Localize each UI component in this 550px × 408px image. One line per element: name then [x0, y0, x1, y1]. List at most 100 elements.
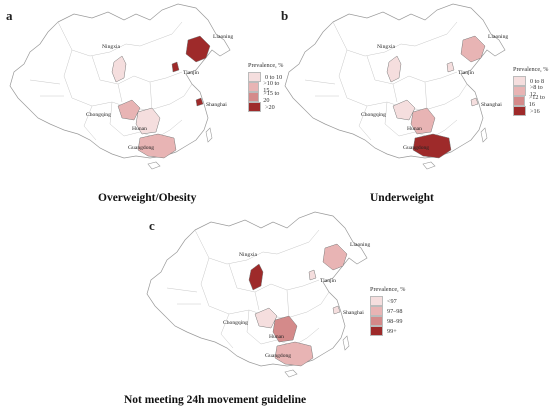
- legend-swatch-b-4: [513, 106, 526, 116]
- legend-title-b: Prevalence, %: [513, 66, 549, 73]
- taiwan-outline: [342, 335, 350, 351]
- hainan-outline: [284, 369, 298, 378]
- province-liaoning: [322, 243, 348, 271]
- china-outline: [9, 3, 231, 159]
- province-shanghai: [470, 97, 479, 107]
- province-label-tianjin: Tianjin: [183, 70, 199, 76]
- panel-label-b: b: [281, 8, 289, 23]
- province-label-guangdong: Guangdong: [128, 145, 154, 151]
- province-label-hunan: Hunan: [269, 334, 284, 340]
- legend-swatch-b-1: [513, 76, 526, 86]
- province-label-tianjin: Tianjin: [458, 70, 474, 76]
- province-border-2: [366, 55, 458, 85]
- legend-swatch-c-1: [370, 296, 383, 306]
- legend-label-c-4: 99+: [387, 327, 397, 335]
- province-label-ningxia: Ningxia: [377, 44, 396, 50]
- province-label-guangdong: Guangdong: [403, 145, 429, 151]
- panel-a: Liaoning Tianjin Ningxia Shanghai Chongqing H…: [0, 0, 283, 210]
- province-label-chongqing: Chongqing: [223, 320, 248, 326]
- province-ningxia: [248, 263, 264, 291]
- province-border-4: [246, 309, 320, 347]
- province-chongqing: [254, 307, 278, 329]
- map-a: Liaoning Tianjin Ningxia Shanghai Chongqing H…: [9, 3, 233, 170]
- china-outline: [284, 3, 506, 159]
- legend-swatch-a-2: [248, 82, 260, 92]
- legend-c: Prevalence, % <97 97–98 98–99 99+: [370, 286, 405, 336]
- legend-swatch-c-3: [370, 316, 383, 326]
- province-tianjin: [308, 269, 317, 281]
- province-hunan: [272, 315, 298, 343]
- panel-label-c: c: [149, 218, 155, 233]
- legend-label-c-1: <97: [387, 297, 397, 305]
- legend-swatch-c-2: [370, 306, 383, 316]
- map-b: Liaoning Tianjin Ningxia Shanghai Chongqing H…: [284, 3, 508, 170]
- taiwan-outline: [205, 127, 213, 143]
- legend-swatch-a-4: [248, 102, 261, 112]
- province-hunan: [135, 107, 161, 135]
- legend-swatch-b-3: [513, 96, 525, 106]
- legend-label-c-2: 97–98: [387, 307, 403, 315]
- panel-label-a: a: [6, 8, 13, 23]
- legend-label-b-2: >8 to 12: [529, 84, 543, 98]
- province-label-tianjin: Tianjin: [320, 278, 336, 284]
- province-label-guangdong: Guangdong: [265, 353, 291, 359]
- province-border-6: [166, 287, 201, 305]
- province-border-4: [109, 101, 183, 139]
- province-chongqing: [117, 99, 141, 121]
- legend-label-b-3: >12 to 16: [528, 94, 545, 108]
- province-liaoning: [185, 35, 211, 63]
- province-label-liaoning: Liaoning: [488, 34, 508, 40]
- province-border-5: [83, 105, 97, 141]
- legend-label-b-4: >16: [530, 107, 540, 115]
- province-shanghai: [332, 305, 341, 315]
- province-border-3: [117, 81, 153, 111]
- hainan-outline: [422, 161, 436, 170]
- province-border-3: [392, 81, 428, 111]
- taiwan-outline: [480, 127, 488, 143]
- province-guangdong: [274, 341, 314, 367]
- legend-a: Prevalence, % 0 to 10 >10 to 15 >15 to 2…: [248, 62, 283, 112]
- province-label-liaoning: Liaoning: [350, 242, 370, 248]
- province-label-shanghai: Shanghai: [343, 310, 364, 316]
- province-border-2: [91, 55, 183, 85]
- caption-b: Underweight: [370, 192, 434, 204]
- province-label-liaoning: Liaoning: [213, 34, 233, 40]
- province-tianjin: [446, 61, 455, 73]
- province-tianjin: [171, 61, 180, 73]
- legend-label-c-3: 98–99: [387, 317, 403, 325]
- legend-swatch-c-4: [370, 326, 383, 336]
- province-border-6: [29, 79, 64, 97]
- province-border-0: [57, 21, 183, 57]
- legend-label-a-3: >15 to 20: [263, 90, 280, 104]
- panel-c: Liaoning Tianjin Ningxia Shanghai Chongqing H…: [124, 208, 412, 408]
- legend-swatch-a-3: [248, 92, 260, 102]
- province-ningxia: [386, 55, 402, 83]
- province-border-2: [228, 263, 320, 293]
- province-liaoning: [460, 35, 486, 63]
- province-hunan: [410, 107, 436, 135]
- province-label-ningxia: Ningxia: [239, 252, 258, 258]
- province-label-chongqing: Chongqing: [361, 112, 386, 118]
- province-border-5: [220, 313, 234, 349]
- legend-label-a-1: 0 to 10: [265, 73, 283, 81]
- legend-swatch-a-1: [248, 72, 261, 82]
- province-border-0: [194, 229, 320, 265]
- hainan-outline: [147, 161, 161, 170]
- legend-title-a: Prevalence, %: [248, 62, 284, 69]
- province-label-chongqing: Chongqing: [86, 112, 111, 118]
- legend-swatch-b-2: [513, 86, 526, 96]
- legend-label-a-2: >10 to 15: [263, 80, 280, 94]
- province-guangdong: [137, 133, 177, 159]
- caption-c: Not meeting 24h movement guideline: [124, 394, 307, 406]
- province-border-3: [254, 289, 290, 319]
- province-border-4: [384, 101, 458, 139]
- panel-b: Liaoning Tianjin Ningxia Shanghai Chongqing H…: [275, 0, 550, 210]
- province-label-ningxia: Ningxia: [102, 44, 121, 50]
- legend-label-a-4: >20: [265, 103, 275, 111]
- china-outline: [146, 211, 368, 367]
- province-label-shanghai: Shanghai: [481, 102, 502, 108]
- province-shanghai: [195, 97, 204, 107]
- province-border-0: [332, 21, 458, 57]
- legend-title-c: Prevalence, %: [370, 286, 406, 293]
- province-label-hunan: Hunan: [132, 126, 147, 132]
